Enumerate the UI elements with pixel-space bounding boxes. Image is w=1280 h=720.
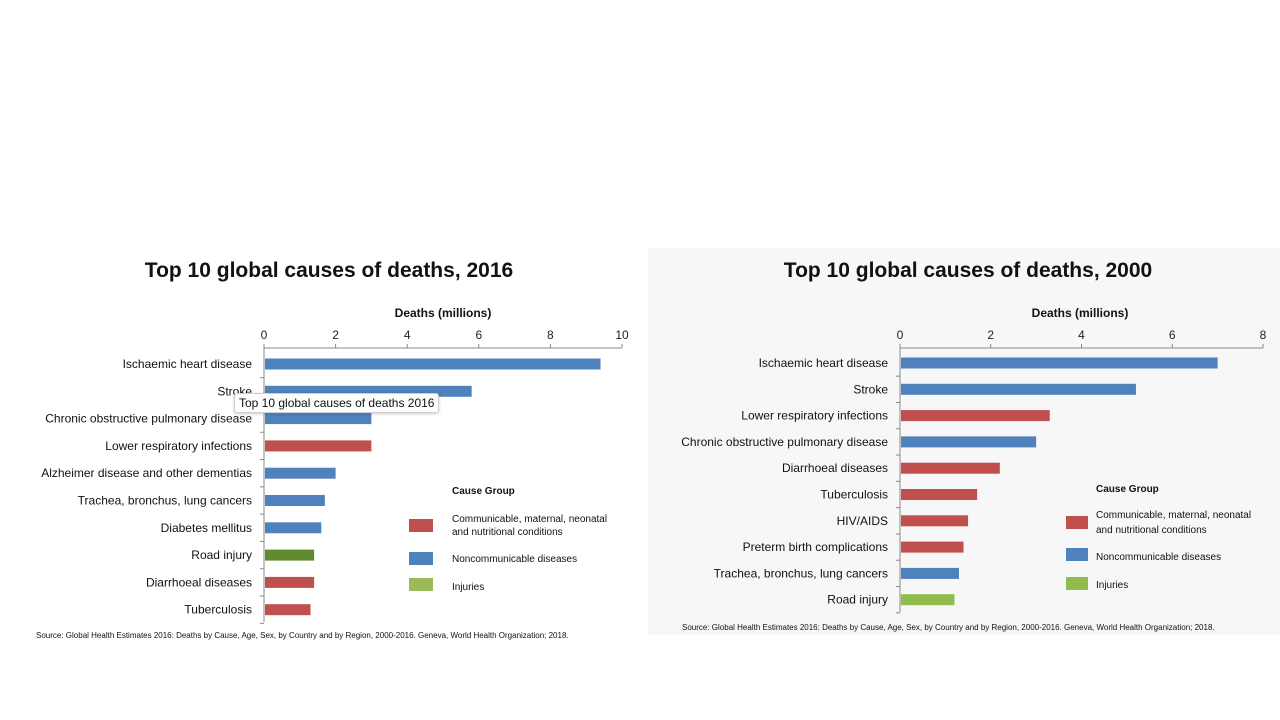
- category-label: Road injury: [191, 548, 252, 562]
- legend-label-injuries: Injuries: [1096, 580, 1128, 591]
- bar: [265, 604, 311, 615]
- legend-label-communicable: Communicable, maternal, neonatal: [1096, 510, 1251, 521]
- bar: [901, 515, 968, 526]
- category-label: Trachea, bronchus, lung cancers: [78, 494, 252, 508]
- x-tick-label: 0: [897, 328, 904, 342]
- category-label: Stroke: [853, 382, 888, 396]
- bar: [265, 359, 601, 370]
- legend: Cause Group Communicable, maternal, neon…: [409, 486, 607, 593]
- category-label: Lower respiratory infections: [741, 409, 888, 423]
- legend-label-noncommunicable: Noncommunicable diseases: [1096, 552, 1221, 563]
- legend-label-noncommunicable: Noncommunicable diseases: [452, 554, 577, 565]
- legend-swatch-noncommunicable: [1066, 548, 1088, 561]
- x-tick-label: 2: [332, 328, 339, 342]
- bar: [901, 542, 964, 553]
- category-label: Tuberculosis: [820, 488, 888, 502]
- source-note: Source: Global Health Estimates 2016: De…: [682, 623, 1215, 632]
- bar: [901, 489, 977, 500]
- bar: [901, 410, 1050, 421]
- bar: [901, 358, 1218, 369]
- legend-label-communicable: Communicable, maternal, neonatal: [452, 514, 607, 525]
- legend-swatch-noncommunicable: [409, 552, 433, 565]
- bar: [901, 568, 959, 579]
- legend-swatch-communicable: [409, 519, 433, 532]
- category-label: Alzheimer disease and other dementias: [41, 466, 252, 480]
- category-label: Road injury: [827, 593, 888, 607]
- x-axis-ticks: 0 2 4 6 8: [897, 328, 1267, 342]
- legend-label-injuries: Injuries: [452, 582, 484, 593]
- category-label: Diarrhoeal diseases: [782, 461, 888, 475]
- category-label: Tuberculosis: [184, 603, 252, 617]
- legend-label-communicable-line2: and nutritional conditions: [452, 527, 563, 538]
- category-labels: Ischaemic heart disease Stroke Lower respi…: [681, 356, 888, 607]
- x-tick-label: 4: [1078, 328, 1085, 342]
- category-label: Diabetes mellitus: [161, 521, 252, 535]
- bar: [265, 522, 321, 533]
- legend: Cause Group Communicable, maternal, neon…: [1066, 484, 1251, 591]
- category-label: Chronic obstructive pulmonary disease: [681, 435, 888, 449]
- x-tick-label: 6: [475, 328, 482, 342]
- x-axis-ticks: 0 2 4 6 8 10: [261, 328, 629, 342]
- x-tick-label: 8: [1260, 328, 1267, 342]
- x-tick-label: 2: [987, 328, 994, 342]
- source-note: Source: Global Health Estimates 2016: De…: [36, 631, 569, 640]
- bar: [265, 413, 371, 424]
- legend-swatch-communicable: [1066, 516, 1088, 529]
- legend-label-communicable-line2: and nutritional conditions: [1096, 525, 1207, 536]
- chart-2000: Top 10 global causes of deaths, 2000 Dea…: [648, 0, 1280, 720]
- legend-title: Cause Group: [452, 486, 515, 497]
- bar: [901, 384, 1136, 395]
- chart-title: Top 10 global causes of deaths, 2016: [145, 259, 513, 282]
- x-axis-label: Deaths (millions): [1032, 306, 1129, 320]
- bar: [901, 594, 954, 605]
- x-tick-label: 10: [615, 328, 629, 342]
- chart-2016: Top 10 global causes of deaths, 2016 Dea…: [0, 0, 640, 720]
- category-label: Ischaemic heart disease: [123, 357, 253, 371]
- x-tick-label: 0: [261, 328, 268, 342]
- bar: [265, 440, 371, 451]
- legend-swatch-injuries: [409, 578, 433, 591]
- bar: [265, 577, 314, 588]
- bar: [265, 468, 336, 479]
- category-label: Preterm birth complications: [743, 540, 888, 554]
- category-label: Lower respiratory infections: [105, 439, 252, 453]
- chart-title: Top 10 global causes of deaths, 2000: [784, 259, 1152, 282]
- x-tick-label: 6: [1169, 328, 1176, 342]
- legend-swatch-injuries: [1066, 577, 1088, 590]
- bar: [265, 550, 314, 561]
- legend-title: Cause Group: [1096, 484, 1159, 495]
- bar: [901, 436, 1036, 447]
- bar: [265, 495, 325, 506]
- category-label: Trachea, bronchus, lung cancers: [714, 566, 888, 580]
- category-label: HIV/AIDS: [837, 514, 888, 528]
- category-label: Chronic obstructive pulmonary disease: [45, 412, 252, 426]
- x-tick-label: 8: [547, 328, 554, 342]
- category-label: Diarrhoeal diseases: [146, 575, 252, 589]
- x-tick-label: 4: [404, 328, 411, 342]
- chart-tooltip: Top 10 global causes of deaths 2016: [234, 393, 439, 413]
- x-axis-label: Deaths (millions): [395, 306, 492, 320]
- category-label: Ischaemic heart disease: [759, 356, 889, 370]
- bar: [901, 463, 1000, 474]
- bars: [901, 358, 1218, 606]
- chart-panel-2016: Top 10 global causes of deaths, 2016 Dea…: [0, 0, 640, 720]
- chart-panel-2000: Top 10 global causes of deaths, 2000 Dea…: [648, 0, 1280, 720]
